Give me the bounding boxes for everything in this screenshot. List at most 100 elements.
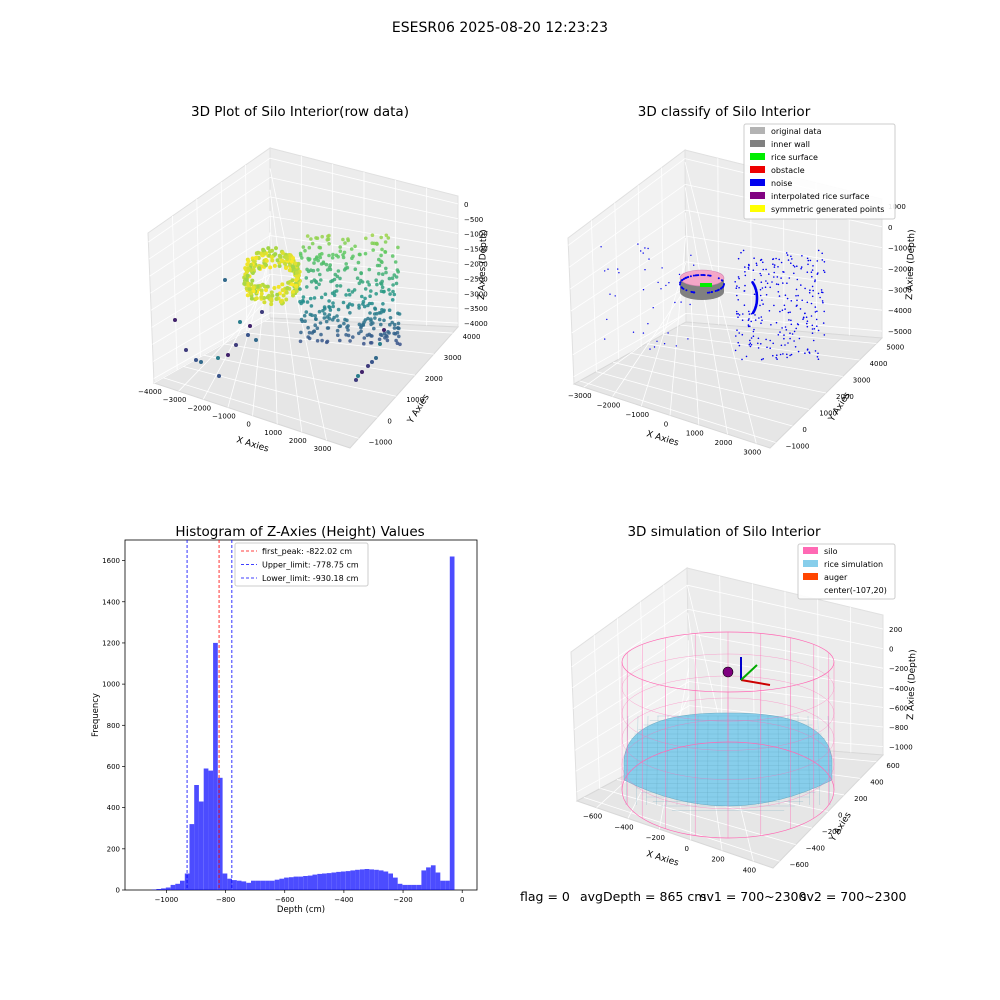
simulation-rice-mesh — [656, 715, 659, 806]
raw-point — [387, 288, 391, 292]
p4-z-gridline — [573, 657, 689, 730]
histogram-bar — [265, 880, 270, 890]
classify-noise-point — [735, 310, 738, 313]
simulation-legend: silo rice simulation auger center(-107,20) — [797, 543, 896, 600]
raw-point — [377, 271, 381, 276]
raw-point — [347, 292, 352, 297]
raw-point — [330, 255, 335, 260]
raw-point — [184, 348, 188, 352]
classify-noise-point — [644, 247, 646, 249]
raw-point — [338, 245, 343, 249]
simulation-rice-mesh — [787, 715, 790, 806]
classify-noise-point — [737, 257, 740, 260]
raw-point — [318, 272, 322, 277]
classify-noise-point — [614, 295, 616, 297]
histogram-bar — [430, 865, 436, 890]
classify-noise-point — [656, 340, 658, 342]
p2-y-tick-label: 0 — [802, 426, 806, 434]
raw-point — [317, 309, 322, 314]
p2-y-tick-label: −1000 — [786, 443, 810, 451]
classify-noise-point — [822, 322, 825, 324]
simulation-legend-swatch — [803, 547, 818, 554]
simulation-rice-mesh — [757, 715, 759, 806]
classify-noise-point — [800, 267, 802, 270]
classify-noise-point — [753, 279, 756, 281]
classify-noise-point — [796, 278, 799, 281]
histogram-bar — [222, 873, 228, 890]
classify-noise-point — [779, 331, 781, 333]
classify-legend-swatch — [750, 127, 765, 134]
raw-point — [326, 237, 331, 241]
histogram-bar — [312, 874, 318, 890]
raw-point — [290, 278, 295, 283]
raw-point — [313, 314, 318, 318]
classify-noise-point — [761, 319, 763, 322]
histogram-bar — [336, 871, 341, 890]
classify-noise-point — [680, 286, 683, 289]
p2-z-tick-label: −1000 — [888, 245, 912, 253]
histogram-bar — [156, 889, 162, 890]
histogram-bar — [369, 869, 374, 890]
p4-y-tick-label: 0 — [838, 812, 842, 820]
classify-noise-point — [806, 271, 809, 274]
raw-point — [291, 256, 295, 261]
p4-z-tick-label: 200 — [889, 626, 902, 634]
classify-noise-point — [647, 323, 649, 325]
raw-point — [280, 282, 285, 287]
classify-noise-point — [785, 329, 788, 331]
raw-point — [370, 241, 375, 245]
raw-point — [394, 275, 399, 279]
classify-noise-point — [692, 291, 695, 294]
classify-noise-point — [707, 274, 710, 277]
classify-noise-point — [753, 328, 755, 331]
classify-noise-point — [814, 306, 817, 308]
raw-point — [369, 317, 373, 322]
raw-point — [320, 252, 324, 256]
raw-point — [359, 325, 363, 330]
classify-noise-point — [812, 289, 814, 292]
p4-y-tick-label: 600 — [886, 762, 899, 770]
classify-noise-point — [741, 333, 744, 336]
p4-vertical-gridline — [617, 618, 623, 777]
p2-y-gridline — [629, 352, 827, 394]
p1-z-tick-label: −1000 — [464, 231, 488, 239]
raw-point — [358, 252, 362, 257]
raw-point — [316, 268, 320, 272]
p1-y-tick-label: 0 — [387, 417, 391, 425]
histogram-bar — [203, 768, 209, 890]
p1-x-gridline — [269, 189, 303, 433]
classify-noise-point — [784, 308, 786, 310]
classify-noise-point — [808, 291, 811, 294]
p1-z-tick-label: −3500 — [464, 305, 488, 313]
raw-point — [338, 276, 342, 281]
classify-noise-point — [640, 250, 642, 252]
raw-point — [316, 258, 321, 263]
p1-z-tick-label: −500 — [464, 216, 483, 224]
classify-noise-point — [749, 325, 751, 328]
raw-point — [269, 290, 274, 295]
classify-noise-point — [736, 329, 738, 332]
classify-noise-point — [642, 252, 644, 254]
p1-y-gridline — [223, 343, 416, 376]
histogram-legend: first_peak: -822.02 cm Upper_limit: -778.… — [234, 542, 369, 587]
classify-noise-point — [765, 268, 767, 271]
histogram-x-tick-label: −400 — [334, 896, 353, 904]
p2-x-tick-label: 3000 — [743, 449, 761, 457]
histogram-bar — [198, 801, 204, 890]
classify-noise-point — [779, 310, 781, 313]
histogram-bar — [317, 873, 322, 890]
classify-noise-point — [687, 338, 689, 340]
classify-noise-point — [761, 287, 764, 289]
classify-noise-point — [742, 313, 744, 315]
classify-noise-point — [806, 301, 809, 304]
classify-legend-box — [743, 123, 896, 220]
raw-point — [245, 293, 250, 298]
raw-point — [322, 316, 327, 320]
raw-point — [380, 247, 384, 252]
raw-point — [259, 288, 264, 293]
raw-point — [328, 308, 333, 312]
classify-noise-point — [734, 349, 737, 352]
classify-noise-point — [773, 264, 776, 266]
classify-noise-point — [788, 319, 790, 321]
classify-noise-point — [783, 337, 785, 340]
